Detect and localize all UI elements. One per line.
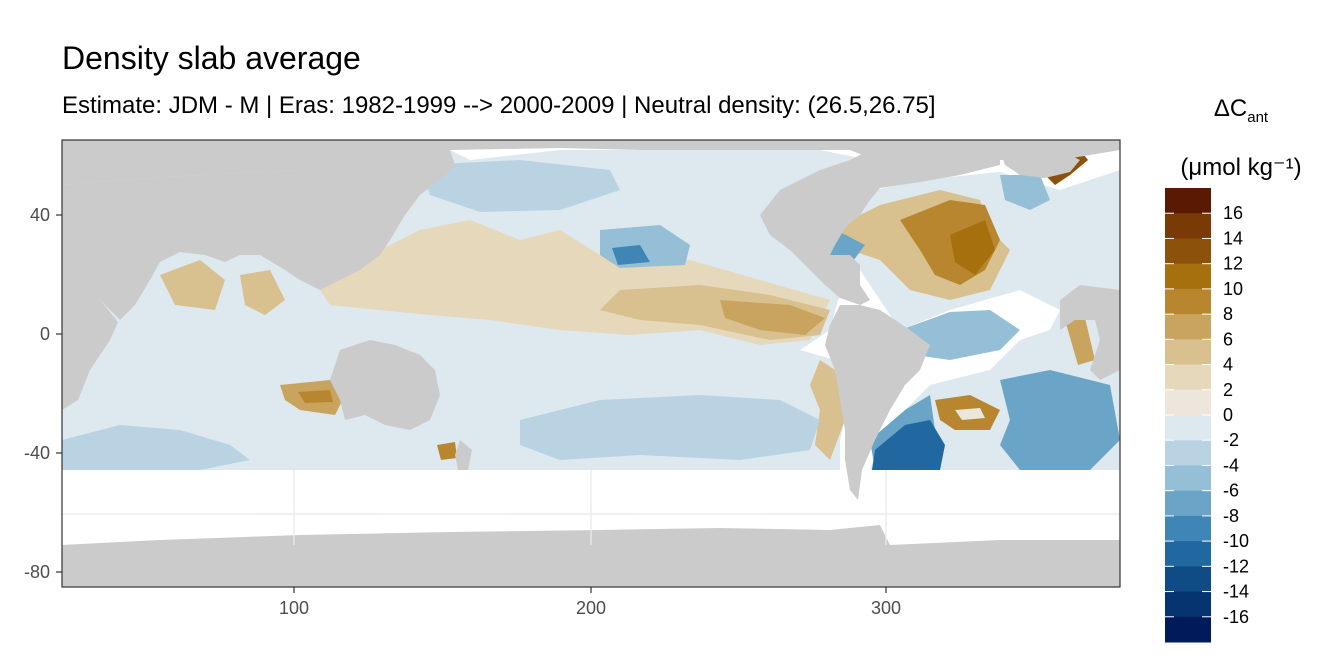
- legend-title: ΔCant (μmol kg⁻¹): [1168, 84, 1314, 193]
- legend-color-step: [1165, 314, 1211, 340]
- warm-patch-bay-of-bengal: [240, 270, 285, 315]
- legend-label: 4: [1223, 355, 1233, 375]
- warm-patch-south-atlantic-inner: [955, 408, 985, 420]
- y-tick-label: 0: [40, 324, 50, 344]
- legend-label: -12: [1223, 556, 1249, 576]
- legend-label: 0: [1223, 405, 1233, 425]
- grid: [62, 470, 1120, 545]
- legend-color-step: [1165, 238, 1211, 265]
- x-tick-label: 100: [279, 598, 309, 618]
- legend-label: 16: [1223, 203, 1243, 223]
- cool-patch-south-atlantic-east: [1000, 370, 1120, 470]
- legend-label: -16: [1223, 607, 1249, 627]
- warm-patch-west-australia-core: [298, 390, 333, 403]
- cool-patch-subarctic-pacific: [420, 160, 620, 212]
- legend-color-step: [1165, 213, 1211, 239]
- plot-title: Density slab average: [62, 40, 361, 76]
- legend-title-unit: (μmol kg⁻¹): [1180, 153, 1302, 181]
- legend-color-step: [1165, 188, 1211, 214]
- warm-patch-north-atlantic-dark: [950, 220, 995, 275]
- land-eurasia-top: [62, 140, 1120, 185]
- warm-patch-tasman: [437, 442, 457, 460]
- cool-patch-south-pacific: [520, 395, 820, 460]
- legend-label: 14: [1223, 228, 1243, 248]
- legend-color-step: [1165, 339, 1211, 366]
- legend-label: -14: [1223, 582, 1249, 602]
- legend-label: -2: [1223, 430, 1239, 450]
- land-greenland: [1000, 150, 1080, 178]
- legend-title-subscript: ant: [1247, 108, 1269, 126]
- legend-label: -8: [1223, 506, 1239, 526]
- legend-labels: 16 14 12 10 8 6 4 2 0 -2 -4 -6 -8 -10 -12 -14 -16: [1223, 203, 1249, 627]
- x-axis: 100 200 300: [279, 587, 901, 618]
- x-tick-label: 200: [576, 598, 606, 618]
- legend-color-step: [1165, 541, 1211, 567]
- legend-label: 2: [1223, 380, 1233, 400]
- cool-patch-south-indian: [62, 425, 250, 470]
- land-africa-east: [62, 260, 118, 410]
- land: [62, 140, 1120, 587]
- y-tick-label: 40: [30, 205, 50, 225]
- legend-color-step: [1165, 364, 1211, 391]
- warm-patch-arabian-sea: [160, 260, 225, 310]
- legend-color-step: [1165, 490, 1211, 517]
- legend-color-step: [1165, 591, 1211, 618]
- legend-label: 10: [1223, 279, 1243, 299]
- cool-patch-tropical-atlantic: [900, 310, 1020, 360]
- y-tick-label: -40: [24, 443, 50, 463]
- legend-color-step: [1165, 389, 1211, 416]
- land-south-america: [825, 305, 930, 500]
- legend-color-step: [1165, 465, 1211, 492]
- land-antarctica: [62, 525, 1120, 587]
- cool-patch-south-atlantic-deep: [872, 420, 945, 470]
- y-tick-label: -80: [24, 562, 50, 582]
- land-australia: [330, 340, 440, 430]
- land-africa-west: [1060, 285, 1120, 380]
- warm-patch-east-pacific: [720, 300, 825, 335]
- warm-patch-west-africa: [1065, 318, 1095, 365]
- cool-patch-nordic: [1000, 175, 1050, 210]
- legend-color-step: [1165, 415, 1211, 441]
- land-north-america: [760, 150, 1000, 305]
- legend-colorbar: [1165, 188, 1211, 643]
- legend-color-step: [1165, 566, 1211, 593]
- legend-label: -10: [1223, 531, 1249, 551]
- y-axis: 40 0 -40 -80: [24, 205, 62, 582]
- legend-color-step: [1165, 616, 1211, 643]
- legend-color-step: [1165, 288, 1211, 315]
- legend-label: 6: [1223, 329, 1233, 349]
- legend-title-main: ΔC: [1213, 95, 1248, 122]
- legend-label: 12: [1223, 254, 1243, 274]
- legend-color-step: [1165, 515, 1211, 542]
- land-asia: [62, 150, 455, 320]
- legend-label: 8: [1223, 304, 1233, 324]
- legend-color-step: [1165, 263, 1211, 290]
- x-tick-label: 300: [871, 598, 901, 618]
- cool-patch-north-pacific-core: [612, 245, 650, 265]
- legend-color-step: [1165, 440, 1211, 466]
- map-panel: [62, 140, 1120, 587]
- land-new-zealand: [455, 440, 472, 470]
- legend-label: -4: [1223, 455, 1239, 475]
- plot-subtitle: Estimate: JDM - M | Eras: 1982-1999 --> …: [62, 92, 936, 119]
- legend-label: -6: [1223, 481, 1239, 501]
